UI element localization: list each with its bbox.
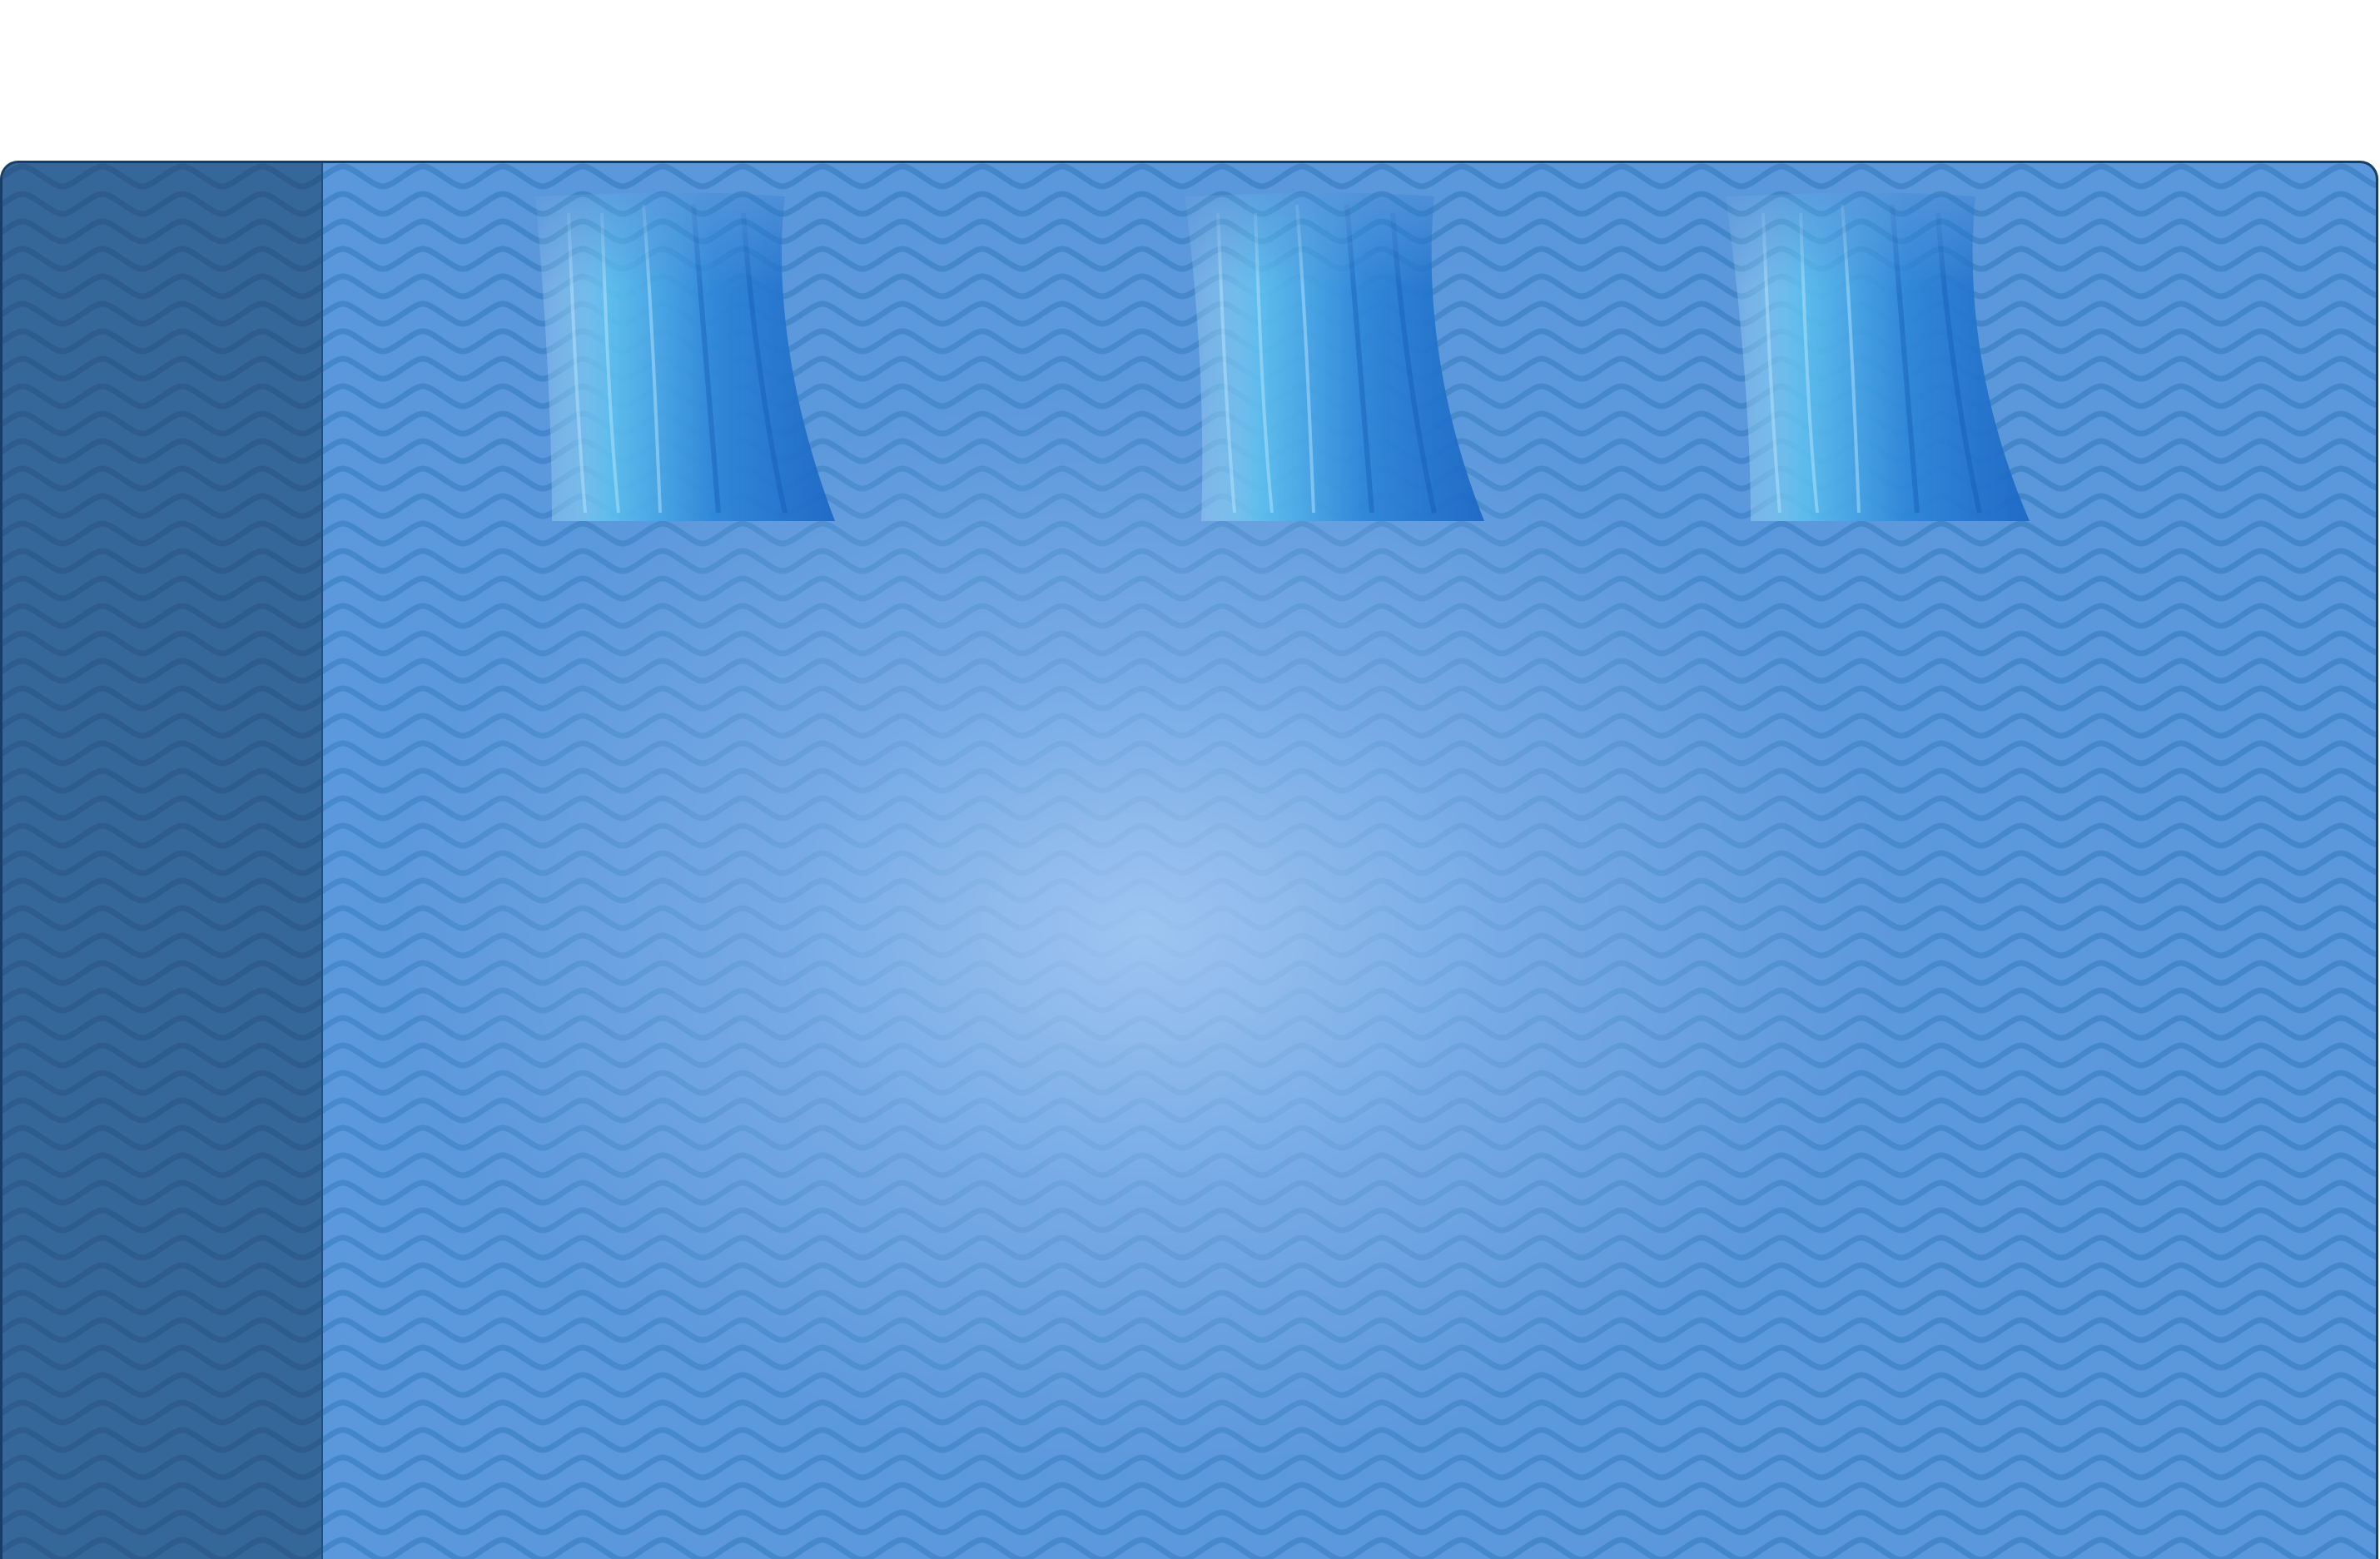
game-board: [0, 161, 2378, 1559]
waterfall-icon: [1185, 192, 1484, 521]
waterfall-icon: [1726, 192, 2030, 521]
waterfall-icon: [535, 192, 835, 521]
side-panel: [2, 163, 323, 1559]
sidebar-wave-pattern: [2, 163, 321, 1559]
waterfall-left: [502, 163, 835, 521]
pool-area[interactable]: [323, 163, 2376, 1559]
waterfall-right: [1701, 163, 2034, 521]
waterfall-center: [1160, 163, 1493, 521]
